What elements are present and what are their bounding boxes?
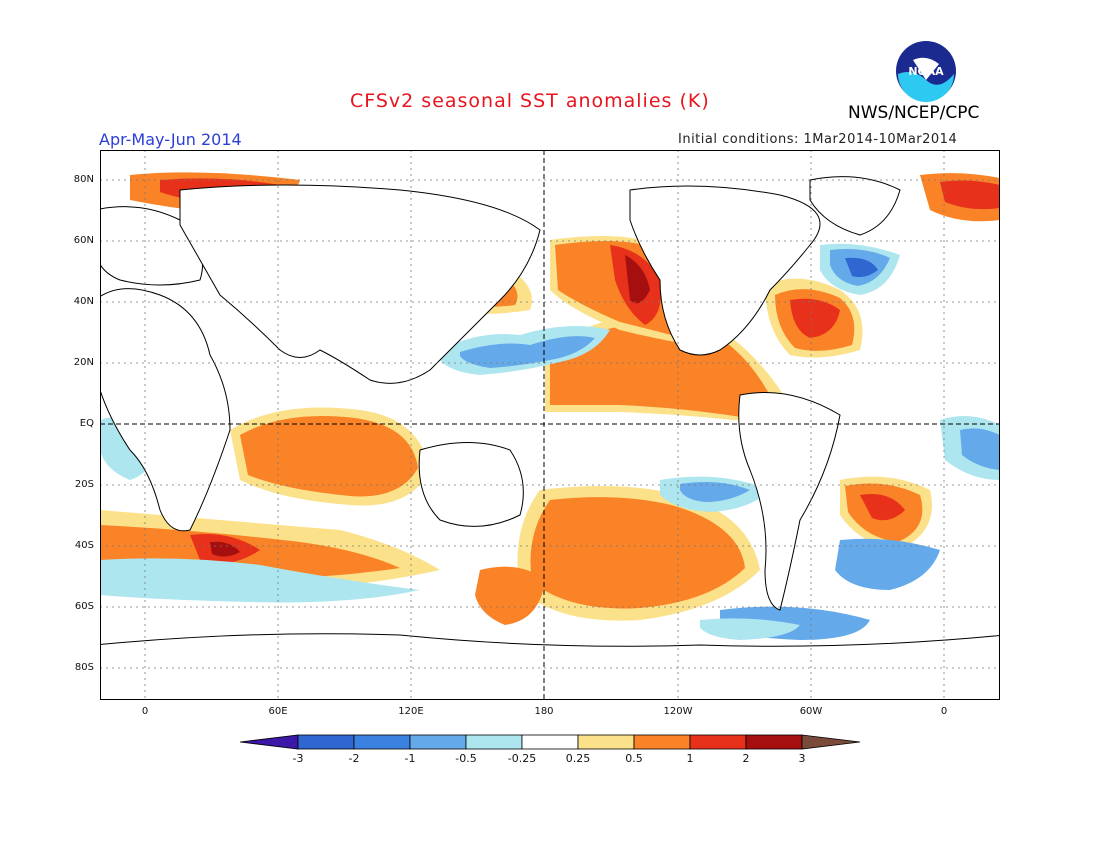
lat-label: 40S [74,540,94,551]
lon-label: 0 [141,706,149,717]
colorbar-cell [297,734,355,750]
equator-dateline [100,150,1000,700]
lat-label: 40N [73,296,94,307]
lon-label: 0 [940,706,948,717]
colorbar-label: -3 [292,752,304,765]
colorbar [240,734,861,750]
colorbar-label: 1 [686,752,694,765]
colorbar-cell [577,734,635,750]
logo-text: NOAA [908,64,944,78]
lat-label: 20S [74,479,94,490]
colorbar-cell [409,734,467,750]
colorbar-cell [521,734,579,750]
continents [100,176,1000,700]
lon-label: 60W [799,706,823,717]
sst-anomaly-map [100,150,1000,700]
lat-label: 20N [73,357,94,368]
map-gridlines [100,150,1000,700]
lat-label: 60S [74,601,94,612]
lon-label: 60E [268,706,288,717]
lat-label: EQ [79,418,94,429]
lat-label: 60N [73,235,94,246]
forecast-period: Apr-May-Jun 2014 [99,130,242,149]
colorbar-label: 0.25 [565,752,591,765]
colorbar-cell [745,734,803,750]
colorbar-label: -0.25 [507,752,537,765]
lon-label: 120E [398,706,424,717]
colorbar-cell [353,734,411,750]
colorbar-label: -0.5 [455,752,477,765]
initial-conditions: Initial conditions: 1Mar2014-10Mar2014 [678,132,958,147]
organization-label: NWS/NCEP/CPC [848,103,980,123]
colorbar-cell [465,734,523,750]
map-title: CFSv2 seasonal SST anomalies (K) [350,90,710,112]
lat-label: 80N [73,174,94,185]
colorbar-label: -1 [404,752,416,765]
lon-label: 120W [663,706,693,717]
colorbar-label: 2 [742,752,750,765]
colorbar-label: -2 [348,752,360,765]
colorbar-cell [801,734,861,750]
colorbar-cell [633,734,691,750]
lon-label: 180 [534,706,554,717]
colorbar-label: 0.5 [625,752,643,765]
lat-label: 80S [74,662,94,673]
colorbar-cell [689,734,747,750]
colorbar-cell [240,734,299,750]
colorbar-label: 3 [798,752,806,765]
noaa-logo: NOAA [895,40,957,102]
